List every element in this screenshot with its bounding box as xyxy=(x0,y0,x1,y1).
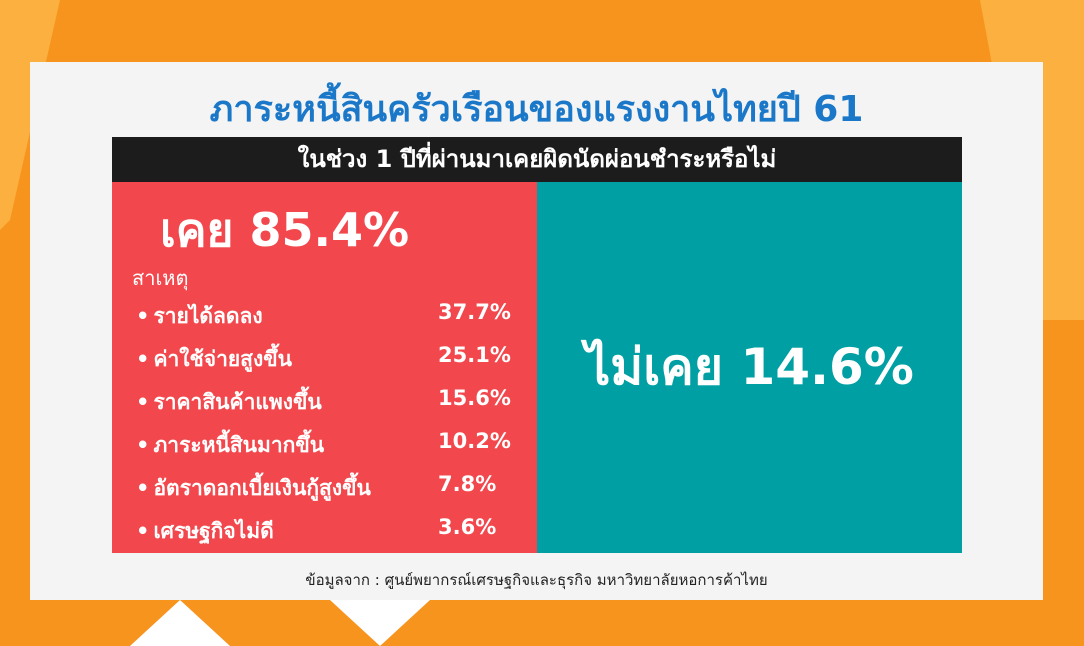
reasons-heading: สาเหตุ xyxy=(132,266,189,290)
reason-row: รายได้ลดลง 37.7% xyxy=(136,300,526,333)
reason-value: 10.2% xyxy=(438,429,511,453)
title: ภาระหนี้สินครัวเรือนของแรงงานไทยปี 61 xyxy=(209,89,864,130)
reason-row: ภาระหนี้สินมากขึ้น 10.2% xyxy=(136,429,526,462)
reason-row: ค่าใช้จ่ายสูงขึ้น 25.1% xyxy=(136,343,526,376)
reason-row: อัตราดอกเบี้ยเงินกู้สูงขึ้น 7.8% xyxy=(136,472,526,505)
reason-value: 25.1% xyxy=(438,343,511,367)
card: ภาระหนี้สินครัวเรือนของแรงงานไทยปี 61 ใน… xyxy=(30,62,1043,600)
reason-label: อัตราดอกเบี้ยเงินกู้สูงขึ้น xyxy=(136,476,371,500)
yes-panel: เคย 85.4% สาเหตุ รายได้ลดลง 37.7% ค่าใช้จ่… xyxy=(112,182,537,553)
reason-row: ราคาสินค้าแพงขึ้น 15.6% xyxy=(136,386,526,419)
reason-label: ภาระหนี้สินมากขึ้น xyxy=(136,433,324,457)
reason-value: 3.6% xyxy=(438,515,497,539)
reason-value: 15.6% xyxy=(438,386,511,410)
reason-row: เศรษฐกิจไม่ดี 3.6% xyxy=(136,515,526,548)
yes-label: เคย 85.4% xyxy=(160,203,410,257)
reason-label: ราคาสินค้าแพงขึ้น xyxy=(136,390,322,414)
no-label: ไม่เคย 14.6% xyxy=(585,338,914,396)
subtitle: ในช่วง 1 ปีที่ผ่านมาเคยผิดนัดผ่อนชำระหรื… xyxy=(112,137,962,182)
reason-value: 7.8% xyxy=(438,472,497,496)
reason-label: รายได้ลดลง xyxy=(136,304,263,328)
reason-label: ค่าใช้จ่ายสูงขึ้น xyxy=(136,347,292,371)
no-panel: ไม่เคย 14.6% xyxy=(537,182,962,553)
reason-label: เศรษฐกิจไม่ดี xyxy=(136,519,274,543)
reason-value: 37.7% xyxy=(438,300,511,324)
source: ข้อมูลจาก : ศูนย์พยากรณ์เศรษฐกิจและธุรกิ… xyxy=(305,571,768,589)
